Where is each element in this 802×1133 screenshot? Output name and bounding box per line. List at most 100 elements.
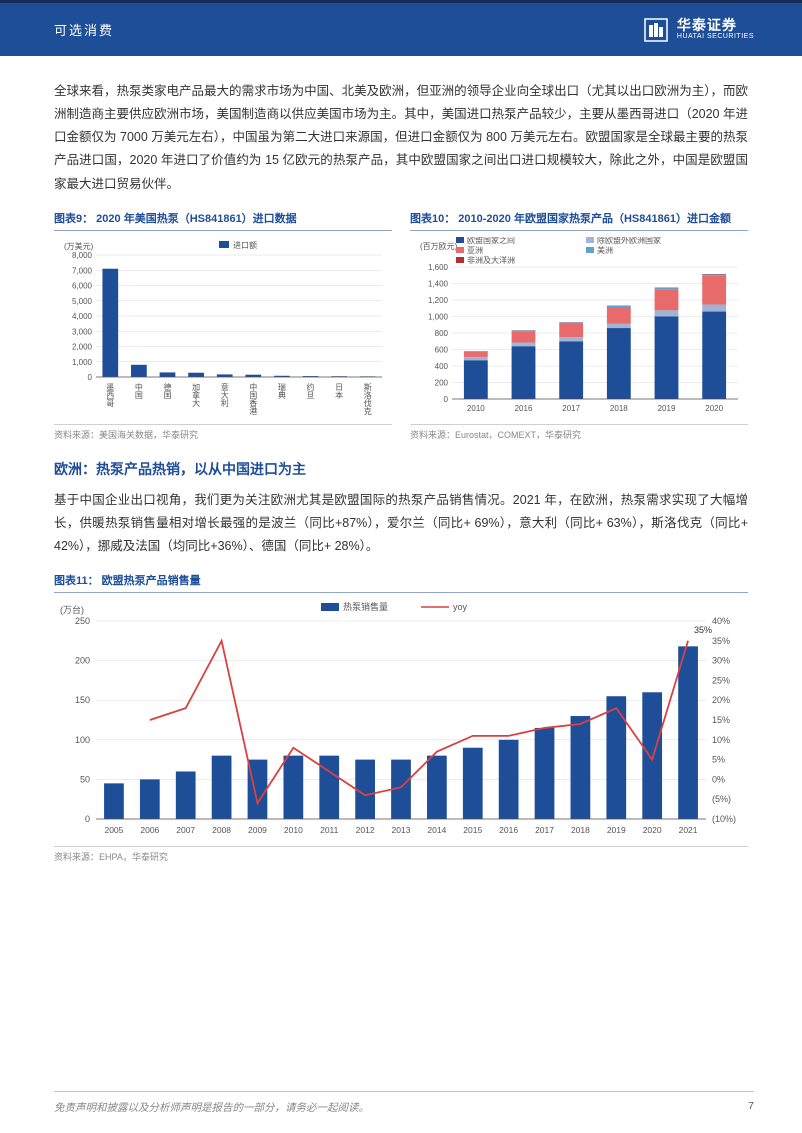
page-footer: 免责声明和披露以及分析师声明是报告的一部分，请务必一起阅读。 7 [54, 1091, 754, 1115]
svg-text:德国: 德国 [163, 382, 172, 400]
content: 全球来看，热泵类家电产品最大的需求市场为中国、北美及欧洲，但亚洲的领导企业向全球… [0, 56, 802, 863]
svg-text:2011: 2011 [320, 825, 339, 835]
chart11-title: 图表11： 欧盟热泵产品销售量 [54, 572, 748, 593]
svg-text:0%: 0% [712, 774, 725, 784]
svg-text:墨西哥: 墨西哥 [106, 383, 115, 408]
chart10-container: 图表10： 2010-2020 年欧盟国家热泵产品（HS841861）进口金额 … [410, 210, 748, 441]
chart11-svg: (万台)热泵销售量yoy050100150200250(10%)(5%)0%5%… [54, 599, 748, 839]
svg-text:约旦: 约旦 [306, 382, 315, 399]
svg-text:意大利: 意大利 [220, 382, 229, 407]
chart11-container: 图表11： 欧盟热泵产品销售量 (万台)热泵销售量yoy050100150200… [54, 572, 748, 863]
chart10-svg: (百万欧元) 欧盟国家之间 除欧盟外欧洲国家亚洲 美洲非洲及大洋洲 0 200 400 600… [410, 237, 748, 417]
svg-text:中国: 中国 [134, 382, 143, 400]
svg-text:yoy: yoy [453, 602, 468, 612]
svg-text:(万美元): (万美元) [64, 241, 94, 251]
svg-text:(百万欧元): (百万欧元) [420, 241, 458, 251]
svg-text:1,600: 1,600 [428, 263, 449, 272]
svg-text:600: 600 [435, 345, 449, 354]
chart10-source: 资料来源：Eurostat，COMEXT，华泰研究 [410, 424, 748, 441]
svg-text:200: 200 [435, 378, 449, 387]
section2-paragraph: 基于中国企业出口视角，我们更为关注欧洲尤其是欧盟国际的热泵产品销售情况。2021… [54, 489, 748, 558]
svg-text:8,000: 8,000 [72, 251, 93, 260]
svg-text:150: 150 [75, 695, 90, 705]
logo-cn: 华泰证券 [677, 18, 754, 33]
chart9-container: 图表9： 2020 年美国热泵（HS841861）进口数据 (万美元) 进口额 0 1… [54, 210, 392, 441]
svg-text:2014: 2014 [427, 825, 446, 835]
svg-text:0: 0 [444, 395, 449, 404]
svg-text:2016: 2016 [515, 404, 533, 413]
svg-text:2,000: 2,000 [72, 342, 93, 351]
huatai-logo-icon [643, 17, 669, 43]
svg-text:2017: 2017 [535, 825, 554, 835]
svg-text:(10%): (10%) [712, 814, 736, 824]
svg-text:10%: 10% [712, 735, 730, 745]
chart9-title: 图表9： 2020 年美国热泵（HS841861）进口数据 [54, 210, 392, 231]
svg-text:5%: 5% [712, 755, 725, 765]
svg-text:2021: 2021 [679, 825, 698, 835]
svg-text:除欧盟外欧洲国家: 除欧盟外欧洲国家 [597, 237, 661, 245]
svg-text:400: 400 [435, 362, 449, 371]
chart11-source: 资料来源：EHPA，华泰研究 [54, 846, 748, 863]
page-number: 7 [748, 1100, 754, 1115]
svg-text:1,400: 1,400 [428, 279, 449, 288]
svg-text:2018: 2018 [610, 404, 628, 413]
svg-text:2019: 2019 [607, 825, 626, 835]
svg-text:35%: 35% [712, 636, 730, 646]
svg-text:2006: 2006 [140, 825, 159, 835]
svg-text:2019: 2019 [658, 404, 676, 413]
svg-text:美洲: 美洲 [597, 245, 613, 255]
svg-text:20%: 20% [712, 695, 730, 705]
svg-text:7,000: 7,000 [72, 266, 93, 275]
svg-text:欧盟国家之间: 欧盟国家之间 [467, 237, 515, 245]
svg-text:亚洲: 亚洲 [467, 246, 483, 255]
header-category: 可选消费 [54, 20, 114, 39]
intro-paragraph: 全球来看，热泵类家电产品最大的需求市场为中国、北美及欧洲，但亚洲的领导企业向全球… [54, 80, 748, 196]
svg-text:2020: 2020 [643, 825, 662, 835]
svg-text:200: 200 [75, 656, 90, 666]
svg-text:0: 0 [85, 814, 90, 824]
svg-text:2008: 2008 [212, 825, 231, 835]
svg-text:日本: 日本 [335, 383, 344, 400]
svg-text:2009: 2009 [248, 825, 267, 835]
svg-text:2016: 2016 [499, 825, 518, 835]
svg-text:斯洛伐克: 斯洛伐克 [363, 382, 372, 416]
svg-text:1,000: 1,000 [428, 312, 449, 321]
svg-text:2010: 2010 [467, 404, 485, 413]
svg-text:(5%): (5%) [712, 794, 731, 804]
svg-text:1,200: 1,200 [428, 296, 449, 305]
svg-text:15%: 15% [712, 715, 730, 725]
svg-text:50: 50 [80, 774, 90, 784]
svg-text:2007: 2007 [176, 825, 195, 835]
svg-text:加拿大: 加拿大 [192, 382, 201, 408]
disclaimer: 免责声明和披露以及分析师声明是报告的一部分，请务必一起阅读。 [54, 1100, 369, 1115]
svg-text:2020: 2020 [705, 404, 723, 413]
svg-text:4,000: 4,000 [72, 312, 93, 321]
svg-text:250: 250 [75, 616, 90, 626]
svg-text:2012: 2012 [356, 825, 375, 835]
svg-text:6,000: 6,000 [72, 281, 93, 290]
svg-text:800: 800 [435, 329, 449, 338]
svg-text:热泵销售量: 热泵销售量 [343, 601, 388, 612]
svg-text:2018: 2018 [571, 825, 590, 835]
svg-text:100: 100 [75, 735, 90, 745]
svg-text:中国香港: 中国香港 [249, 382, 258, 416]
svg-text:0: 0 [88, 373, 93, 382]
svg-text:30%: 30% [712, 656, 730, 666]
svg-text:2013: 2013 [392, 825, 411, 835]
chart10-title: 图表10： 2010-2020 年欧盟国家热泵产品（HS841861）进口金额 [410, 210, 748, 231]
svg-text:非洲及大洋洲: 非洲及大洋洲 [467, 255, 515, 265]
svg-text:进口额: 进口额 [233, 240, 257, 250]
svg-text:2017: 2017 [562, 404, 580, 413]
svg-text:40%: 40% [712, 616, 730, 626]
section2-heading: 欧洲：热泵产品热销，以从中国进口为主 [54, 459, 748, 479]
chart9-source: 资料来源：美国海关数据，华泰研究 [54, 424, 392, 441]
svg-text:2015: 2015 [463, 825, 482, 835]
svg-text:瑞典: 瑞典 [277, 382, 286, 400]
chart-row-9-10: 图表9： 2020 年美国热泵（HS841861）进口数据 (万美元) 进口额 0 1… [54, 210, 748, 441]
header-logo: 华泰证券 HUATAI SECURITIES [643, 17, 754, 43]
svg-text:2010: 2010 [284, 825, 303, 835]
svg-text:5,000: 5,000 [72, 296, 93, 305]
svg-text:35%: 35% [694, 625, 712, 635]
svg-text:3,000: 3,000 [72, 327, 93, 336]
svg-text:1,000: 1,000 [72, 357, 93, 366]
